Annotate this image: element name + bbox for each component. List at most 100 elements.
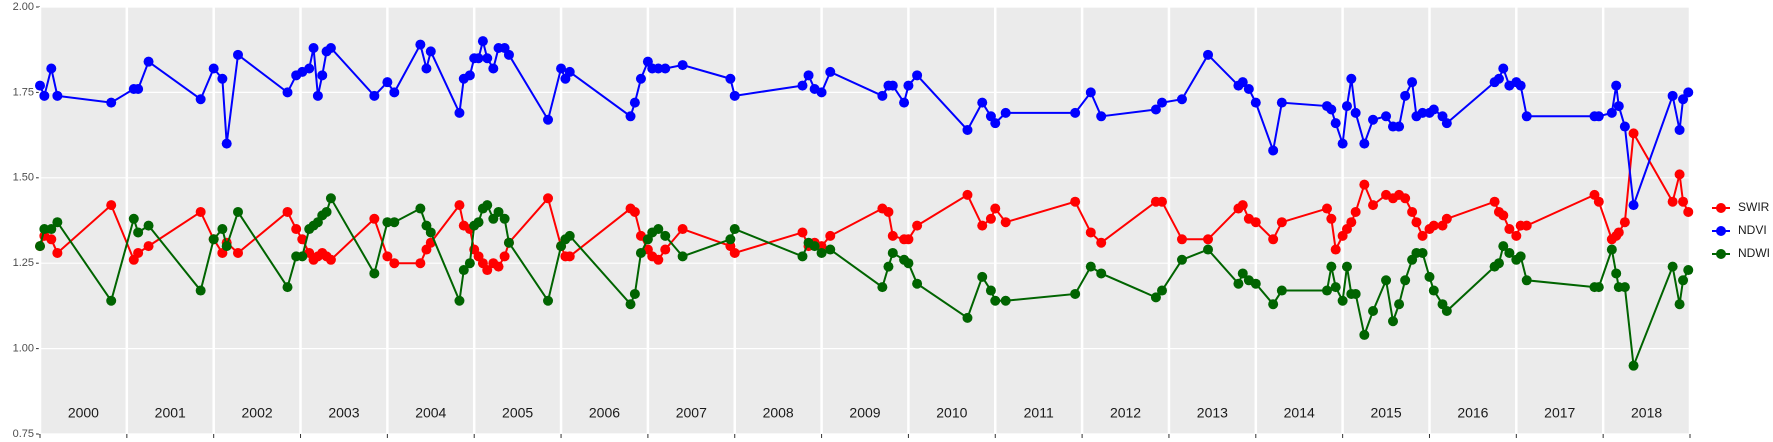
point (809, 241, 820, 252)
point (962, 189, 973, 200)
series (35, 193, 1694, 371)
point (1326, 104, 1337, 115)
point (1417, 230, 1428, 241)
point (1085, 87, 1096, 98)
point (564, 230, 575, 241)
point (389, 258, 400, 269)
point (493, 261, 504, 272)
point (625, 299, 636, 310)
point (217, 73, 228, 84)
point (962, 312, 973, 323)
point (503, 237, 514, 248)
point (1000, 107, 1011, 118)
point (217, 224, 228, 235)
point (1157, 97, 1167, 108)
point (1330, 282, 1341, 293)
point (415, 203, 426, 214)
point (482, 200, 493, 211)
year-label: 2011 (1024, 405, 1054, 421)
year-label: 2006 (589, 405, 620, 421)
point (1176, 234, 1187, 245)
point (128, 213, 139, 224)
point (653, 224, 664, 235)
point (564, 251, 575, 262)
point (1276, 285, 1287, 296)
point (816, 247, 827, 258)
point (1428, 104, 1439, 115)
point (458, 265, 469, 276)
point (297, 234, 308, 245)
year-label: 2012 (1110, 405, 1141, 421)
point (1070, 288, 1081, 299)
point (464, 258, 475, 269)
point (39, 90, 50, 101)
point (543, 295, 554, 306)
point (1667, 90, 1678, 101)
point (1521, 111, 1532, 122)
point (1667, 196, 1678, 207)
point (1407, 206, 1418, 217)
legend-label: SWIR (1738, 200, 1770, 214)
point (1628, 200, 1639, 211)
point (477, 36, 488, 47)
point (625, 111, 636, 122)
point (1593, 111, 1604, 122)
point (106, 295, 117, 306)
point (725, 234, 736, 245)
point (1619, 121, 1630, 132)
point (1674, 169, 1685, 180)
point (1243, 83, 1254, 94)
point (503, 49, 514, 60)
point (1407, 77, 1418, 88)
point (1619, 282, 1630, 293)
point (912, 220, 923, 231)
point (977, 220, 988, 231)
point (797, 251, 808, 262)
point (425, 227, 436, 238)
point (389, 87, 400, 98)
point (825, 230, 836, 241)
point (421, 63, 432, 74)
point (816, 241, 827, 252)
point (629, 288, 640, 299)
point (221, 138, 232, 149)
point (912, 278, 923, 289)
point (221, 241, 232, 252)
point (1330, 244, 1341, 255)
point (1611, 80, 1622, 91)
point (1498, 63, 1509, 74)
point (903, 80, 914, 91)
point (1628, 128, 1639, 139)
y-tick-label: 1.00 (13, 343, 34, 355)
point (1400, 275, 1411, 286)
point (1326, 213, 1337, 224)
point (1441, 118, 1452, 129)
point (1237, 77, 1248, 88)
point (133, 247, 144, 258)
point (803, 70, 814, 81)
point (1150, 292, 1161, 303)
point (1359, 179, 1370, 190)
point (233, 206, 243, 217)
year-label: 2009 (849, 405, 880, 421)
point (1504, 247, 1515, 258)
year-label: 2002 (242, 405, 273, 421)
point (1359, 138, 1370, 149)
point (990, 118, 1001, 129)
point (729, 247, 740, 258)
point (877, 282, 888, 293)
point (1268, 234, 1279, 245)
point (1628, 360, 1639, 371)
point (312, 90, 323, 101)
point (1330, 118, 1341, 129)
point (1096, 237, 1107, 248)
point (39, 224, 50, 235)
point (325, 193, 336, 204)
legend-marker (1716, 249, 1726, 259)
point (1388, 316, 1398, 327)
point (1674, 299, 1685, 310)
point (369, 213, 380, 224)
point (677, 224, 688, 235)
point (635, 247, 646, 258)
point (677, 60, 688, 71)
